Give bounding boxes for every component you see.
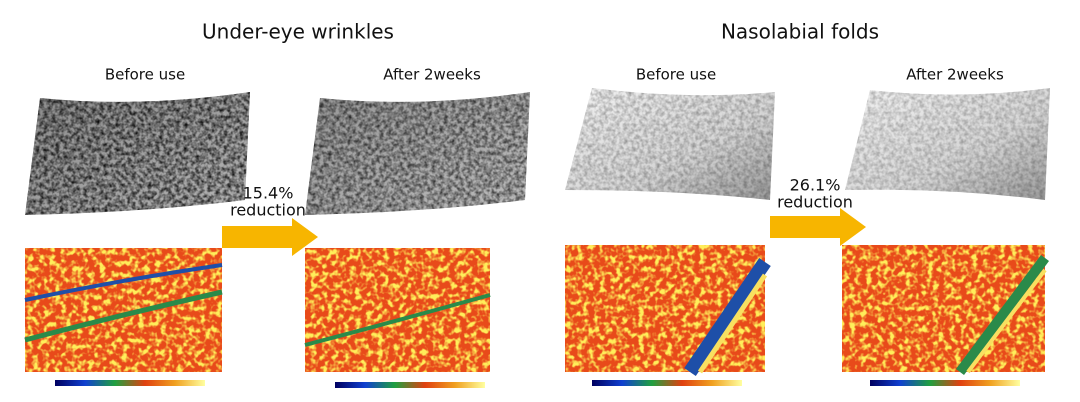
heatmap [565, 245, 771, 386]
change-label: reduction [230, 201, 306, 220]
heatmap [842, 245, 1050, 386]
heatmap [304, 248, 491, 388]
after-label: After 2weeks [906, 66, 1004, 84]
change-value: 15.4% [243, 184, 294, 203]
surface-image [305, 92, 530, 215]
after-label: After 2weeks [383, 66, 481, 84]
before-label: Before use [636, 66, 716, 84]
surface-image [565, 88, 775, 200]
change-label: reduction [777, 193, 853, 212]
panel-title: Nasolabial folds [721, 20, 879, 44]
before-label: Before use [105, 66, 185, 84]
heatmap [24, 248, 223, 386]
arrow [770, 208, 866, 246]
panel-title: Under-eye wrinkles [202, 20, 394, 44]
surface-image [845, 88, 1050, 200]
change-value: 26.1% [790, 176, 841, 195]
surface-image [25, 92, 250, 215]
arrow [222, 218, 318, 256]
